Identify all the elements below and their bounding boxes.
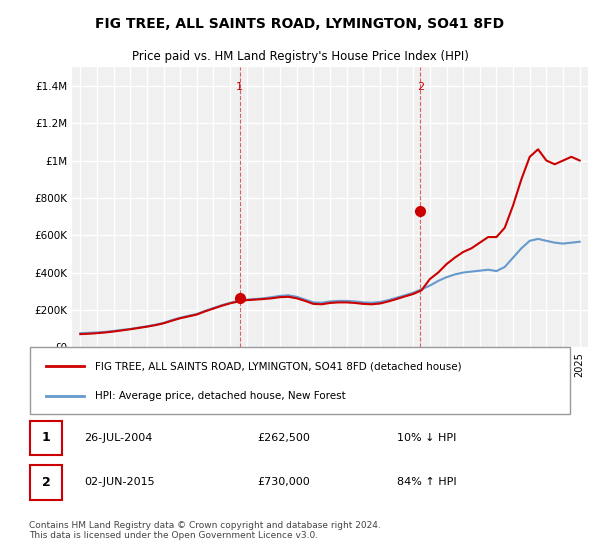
Text: Contains HM Land Registry data © Crown copyright and database right 2024.
This d: Contains HM Land Registry data © Crown c… [29, 521, 381, 540]
Text: FIG TREE, ALL SAINTS ROAD, LYMINGTON, SO41 8FD (detached house): FIG TREE, ALL SAINTS ROAD, LYMINGTON, SO… [95, 361, 461, 371]
Text: 26-JUL-2004: 26-JUL-2004 [84, 433, 152, 443]
Text: 10% ↓ HPI: 10% ↓ HPI [397, 433, 457, 443]
Text: £730,000: £730,000 [257, 478, 310, 488]
Text: FIG TREE, ALL SAINTS ROAD, LYMINGTON, SO41 8FD: FIG TREE, ALL SAINTS ROAD, LYMINGTON, SO… [95, 17, 505, 31]
Text: 2: 2 [42, 476, 50, 489]
Text: 2: 2 [416, 82, 424, 92]
Text: 84% ↑ HPI: 84% ↑ HPI [397, 478, 457, 488]
Text: Price paid vs. HM Land Registry's House Price Index (HPI): Price paid vs. HM Land Registry's House … [131, 50, 469, 63]
Text: HPI: Average price, detached house, New Forest: HPI: Average price, detached house, New … [95, 390, 346, 400]
FancyBboxPatch shape [30, 347, 570, 414]
Text: 1: 1 [42, 431, 50, 444]
Text: 1: 1 [236, 82, 243, 92]
Text: 02-JUN-2015: 02-JUN-2015 [84, 478, 155, 488]
FancyBboxPatch shape [30, 465, 62, 500]
FancyBboxPatch shape [30, 421, 62, 455]
Text: £262,500: £262,500 [257, 433, 310, 443]
